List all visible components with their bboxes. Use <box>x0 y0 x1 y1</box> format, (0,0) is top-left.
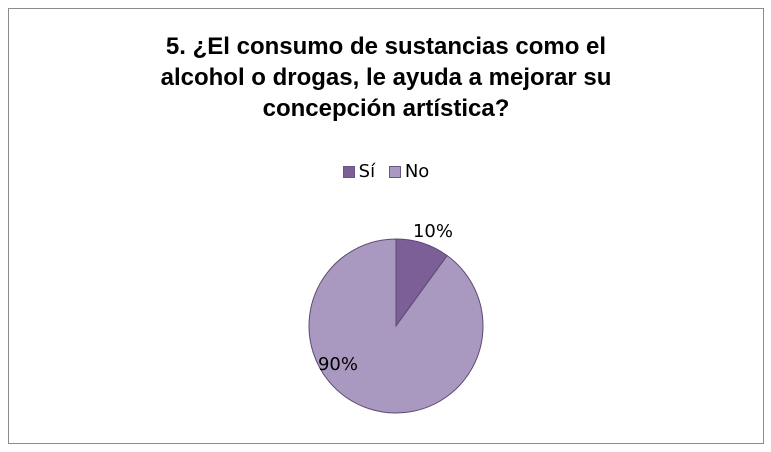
chart-area: 5. ¿El consumo de sustancias como el alc… <box>8 8 764 444</box>
legend-item-si: Sí <box>342 161 376 182</box>
data-label-si: 10% <box>413 221 453 242</box>
legend-label-no: No <box>404 161 430 182</box>
legend: Sí No <box>9 161 763 182</box>
pie-slice-no <box>308 238 484 414</box>
legend-swatch-si <box>342 166 355 178</box>
legend-item-no: No <box>388 161 430 182</box>
legend-label-si: Sí <box>358 161 376 182</box>
pie-chart: 10% 90% <box>308 221 484 414</box>
legend-swatch-no <box>388 166 401 178</box>
data-label-no: 90% <box>318 354 358 375</box>
chart-title: 5. ¿El consumo de sustancias como el alc… <box>160 33 612 122</box>
